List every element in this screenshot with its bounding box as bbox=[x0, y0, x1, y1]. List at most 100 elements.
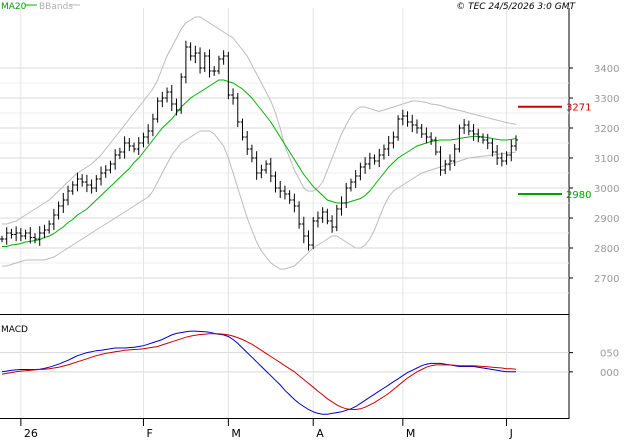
price-tick-label: 3100 bbox=[594, 154, 619, 165]
ohlc-bar bbox=[334, 204, 339, 232]
ohlc-bar bbox=[504, 151, 509, 165]
price-tick-label: 2700 bbox=[594, 274, 619, 285]
ohlc-bar bbox=[433, 136, 438, 156]
ohlc-bar bbox=[188, 42, 193, 61]
ohlc-bar bbox=[391, 131, 396, 149]
ohlc-bar bbox=[122, 136, 127, 159]
ohlc-bar bbox=[132, 142, 137, 153]
price-bars bbox=[0, 40, 518, 251]
ohlc-bar bbox=[320, 207, 325, 223]
level-label: 2980 bbox=[566, 190, 591, 201]
ohlc-bar bbox=[42, 224, 47, 239]
ma20-path bbox=[2, 79, 517, 247]
ohlc-bar bbox=[28, 227, 33, 244]
ohlc-bar bbox=[245, 131, 250, 155]
ohlc-bar bbox=[51, 208, 56, 231]
ohlc-bar bbox=[386, 135, 391, 157]
ohlc-bar bbox=[155, 97, 160, 123]
ohlc-bar bbox=[282, 185, 287, 200]
ohlc-bar bbox=[396, 115, 401, 141]
ohlc-bar bbox=[485, 133, 490, 150]
ohlc-bar bbox=[268, 157, 273, 183]
ohlc-bar bbox=[259, 164, 264, 179]
ma20-legend: MA20 bbox=[1, 2, 27, 12]
ohlc-bar bbox=[127, 137, 132, 152]
ohlc-bar bbox=[9, 228, 14, 239]
ohlc-bar bbox=[297, 201, 302, 229]
x-axis: 26 F M A M J bbox=[20, 419, 513, 440]
ohlc-bar bbox=[37, 226, 42, 246]
ohlc-bar bbox=[4, 227, 9, 245]
price-tick-label: 3300 bbox=[594, 94, 619, 105]
ohlc-bar bbox=[89, 179, 94, 194]
ohlc-bar bbox=[264, 160, 269, 174]
price-tick-label: 3400 bbox=[594, 64, 619, 75]
ohlc-bar bbox=[476, 128, 481, 143]
ohlc-bar bbox=[99, 166, 104, 186]
x-tick-label: A bbox=[316, 427, 324, 440]
ohlc-bar bbox=[136, 137, 141, 155]
ohlc-bar bbox=[278, 180, 283, 199]
ohlc-bar bbox=[18, 227, 23, 242]
ohlc-bar bbox=[462, 119, 467, 134]
ohlc-bar bbox=[311, 217, 316, 249]
price-axis-ticks: 3400 3300 3200 3100 3000 2900 2800 2700 bbox=[569, 64, 619, 285]
macd-title: MACD bbox=[1, 325, 28, 335]
ohlc-bar bbox=[75, 172, 80, 192]
ohlc-bar bbox=[61, 192, 66, 214]
macd-lines bbox=[1, 330, 517, 415]
bb-lower-line bbox=[2, 130, 517, 270]
ohlc-bar bbox=[447, 154, 452, 171]
ohlc-bar bbox=[315, 211, 320, 228]
ohlc-bar bbox=[301, 216, 306, 244]
ohlc-bar bbox=[231, 88, 236, 105]
ohlc-bar bbox=[471, 124, 476, 141]
ohlc-bar bbox=[226, 51, 231, 100]
macd-series-line bbox=[1, 333, 517, 410]
price-tick-label: 2900 bbox=[594, 214, 619, 225]
ohlc-bar bbox=[169, 84, 174, 112]
ohlc-bar bbox=[235, 92, 240, 128]
ohlc-bar bbox=[198, 47, 203, 74]
x-tick-label: 26 bbox=[24, 427, 38, 440]
ohlc-bar bbox=[202, 52, 207, 72]
ohlc-bar bbox=[339, 196, 344, 216]
ohlc-bar bbox=[254, 151, 259, 180]
ohlc-bar bbox=[367, 152, 372, 170]
ohlc-bar bbox=[330, 215, 335, 233]
ohlc-bar bbox=[466, 120, 471, 136]
x-tick-label: J bbox=[509, 427, 513, 440]
ohlc-bar bbox=[23, 229, 28, 240]
ohlc-bar bbox=[193, 45, 198, 64]
bbands-legend: BBands bbox=[39, 2, 73, 12]
ohlc-bar bbox=[344, 182, 349, 209]
ohlc-bar bbox=[179, 73, 184, 114]
ohlc-bar bbox=[429, 132, 434, 145]
bb-upper-line bbox=[2, 16, 517, 225]
ohlc-bar bbox=[457, 124, 462, 153]
ohlc-bar bbox=[56, 201, 61, 220]
ohlc-bar bbox=[405, 111, 410, 127]
level-label: 3271 bbox=[566, 103, 591, 114]
macd-series-line bbox=[1, 330, 516, 415]
ohlc-bar bbox=[0, 235, 4, 243]
ohlc-bar bbox=[141, 132, 146, 148]
ohlc-bar bbox=[70, 181, 75, 195]
price-tick-label: 3200 bbox=[594, 124, 619, 135]
ohlc-bar bbox=[495, 144, 500, 166]
ohlc-bar bbox=[419, 124, 424, 138]
level-lines: 3271 2980 bbox=[518, 103, 591, 201]
ohlc-bar bbox=[325, 208, 330, 225]
macd-grid bbox=[0, 318, 569, 418]
ohlc-bar bbox=[80, 174, 85, 187]
ma20-line bbox=[2, 79, 517, 247]
ohlc-bar bbox=[490, 138, 495, 157]
ohlc-bar bbox=[438, 146, 443, 176]
ohlc-bar bbox=[174, 98, 179, 116]
macd-tick-label: 050 bbox=[600, 349, 619, 360]
ohlc-bar bbox=[452, 143, 457, 167]
ohlc-bar bbox=[66, 185, 71, 206]
ohlc-bar bbox=[306, 230, 311, 251]
x-tick-label: M bbox=[406, 427, 416, 440]
